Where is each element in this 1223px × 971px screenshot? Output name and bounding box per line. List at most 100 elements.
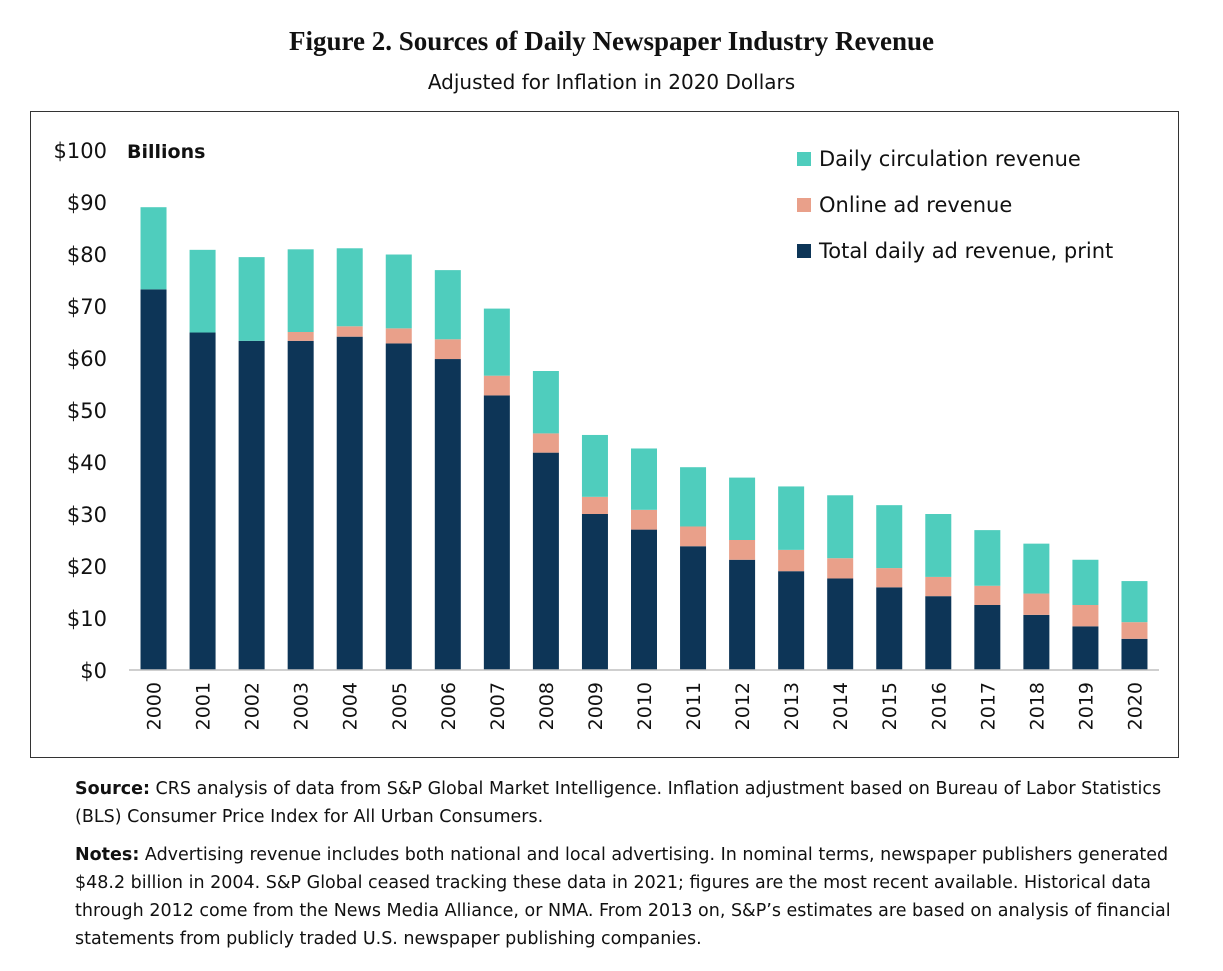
- y-tick-label: $0: [80, 659, 107, 683]
- x-tick-label: 2000: [144, 682, 166, 730]
- bar-segment-2002-series-2: [238, 257, 265, 341]
- bar-segment-2018-series-0: [1023, 614, 1050, 670]
- y-tick-label: $70: [67, 295, 107, 319]
- bar-segment-2020-series-1: [1121, 622, 1148, 639]
- bar-segment-2000-series-2: [140, 207, 167, 290]
- legend-label: Online ad revenue: [819, 193, 1012, 217]
- x-tick-label: 2014: [830, 682, 852, 730]
- x-tick-label: 2013: [781, 682, 803, 730]
- bar-segment-2019-series-1: [1072, 605, 1099, 627]
- bar-segment-2018-series-1: [1023, 593, 1050, 615]
- bar-segment-2011-series-2: [680, 467, 707, 527]
- x-tick-label: 2017: [977, 682, 999, 730]
- y-tick-label: $40: [67, 451, 107, 475]
- figure-title: Figure 2. Sources of Daily Newspaper Ind…: [288, 26, 934, 56]
- bar-segment-2006-series-2: [434, 270, 461, 340]
- x-tick-label: 2011: [683, 682, 705, 730]
- bar-segment-2009-series-1: [581, 496, 608, 514]
- y-tick-label: $60: [67, 347, 107, 371]
- bar-segment-2003-series-1: [287, 332, 314, 341]
- bar-segment-2016-series-2: [925, 514, 952, 577]
- bar-segment-2013-series-2: [778, 486, 805, 550]
- bar-segment-2006-series-1: [434, 339, 461, 360]
- bar-segment-2012-series-2: [729, 477, 756, 540]
- y-tick-label: $30: [67, 503, 107, 527]
- bar-segment-2006-series-0: [434, 359, 461, 670]
- x-tick-label: 2018: [1026, 682, 1048, 730]
- bar-segment-2008-series-0: [532, 452, 559, 670]
- notes-text: Advertising revenue includes both nation…: [75, 845, 1171, 949]
- x-tick-label: 2015: [879, 682, 901, 730]
- x-tick-label: 2004: [340, 682, 362, 730]
- notes-note: Notes: Advertising revenue includes both…: [75, 841, 1185, 953]
- bar-segment-2003-series-2: [287, 249, 314, 332]
- bar-segment-2018-series-2: [1023, 543, 1050, 594]
- bar-segment-2012-series-0: [729, 559, 756, 670]
- chart-frame: $0 $10 $20 $30 $40 $50 $60 $70 $80 $90 $100 Billion…: [30, 111, 1179, 758]
- bar-segment-2016-series-0: [925, 596, 952, 670]
- figure-subtitle: Adjusted for Inflation in 2020 Dollars: [427, 70, 796, 94]
- x-tick-label: 2005: [389, 682, 411, 730]
- bar-segment-2020-series-2: [1121, 581, 1148, 623]
- x-tick-label: 2007: [487, 682, 509, 730]
- y-tick-label: $20: [67, 555, 107, 579]
- bar-segment-2017-series-2: [974, 530, 1001, 586]
- bar-segment-2001-series-0: [189, 332, 216, 670]
- bar-segment-2020-series-0: [1121, 638, 1148, 670]
- x-tick-label: 2019: [1075, 682, 1097, 730]
- x-tick-label: 2012: [732, 682, 754, 730]
- bar-segment-2012-series-1: [729, 540, 756, 560]
- bar-segment-2003-series-0: [287, 340, 314, 670]
- bar-segment-2010-series-0: [631, 529, 657, 670]
- bar-chart: $0 $10 $20 $30 $40 $50 $60 $70 $80 $90 $100 Billion…: [54, 139, 1159, 730]
- x-tick-label: 2003: [291, 682, 313, 730]
- bar-segment-2004-series-2: [336, 248, 363, 327]
- x-tick-label: 2016: [928, 682, 950, 730]
- bar-segment-2002-series-0: [238, 340, 265, 670]
- bar-segment-2011-series-0: [680, 546, 707, 670]
- bar-segment-2014-series-0: [827, 578, 854, 670]
- bar-segment-2015-series-0: [876, 587, 903, 670]
- notes-label: Notes:: [75, 845, 140, 865]
- bar-segment-2007-series-1: [483, 375, 510, 396]
- y-tick-label: $10: [67, 607, 107, 631]
- bar-segment-2001-series-2: [189, 249, 216, 333]
- y-tick-label: $100: [54, 139, 107, 163]
- bar-segment-2015-series-2: [876, 505, 903, 569]
- bar-segment-2013-series-0: [778, 571, 805, 670]
- bar-segment-2010-series-1: [631, 509, 657, 530]
- source-label: Source:: [75, 779, 150, 799]
- bar-segment-2015-series-1: [876, 568, 903, 588]
- legend-swatch: [797, 198, 811, 212]
- bar-segment-2005-series-2: [385, 254, 412, 329]
- bar-segment-2008-series-2: [532, 371, 559, 434]
- y-tick-label: $80: [67, 243, 107, 267]
- bar-segment-2004-series-0: [336, 336, 363, 670]
- x-tick-label: 2006: [438, 682, 460, 730]
- bar-segment-2016-series-1: [925, 576, 952, 597]
- bar-segment-2014-series-2: [827, 495, 854, 559]
- bar-segment-2009-series-0: [581, 514, 608, 670]
- bar-segment-2011-series-1: [680, 526, 707, 547]
- bar-segment-2009-series-2: [581, 434, 608, 497]
- bar-segment-2005-series-0: [385, 343, 412, 670]
- legend-swatch: [797, 244, 811, 258]
- bar-segment-2019-series-0: [1072, 626, 1099, 670]
- bar-segment-2005-series-1: [385, 328, 412, 344]
- bar-segment-2017-series-1: [974, 585, 1001, 605]
- y-tick-label: $90: [67, 191, 107, 215]
- x-tick-label: 2010: [634, 682, 656, 730]
- bar-segment-2013-series-1: [778, 549, 805, 572]
- bar-segment-2004-series-1: [336, 326, 363, 337]
- bar-segment-2019-series-2: [1072, 559, 1099, 605]
- bar-segment-2010-series-2: [631, 448, 657, 510]
- legend-label: Total daily ad revenue, print: [818, 239, 1113, 263]
- source-note: Source: CRS analysis of data from S&P Gl…: [75, 775, 1185, 831]
- y-tick-label: $50: [67, 399, 107, 423]
- bar-segment-2017-series-0: [974, 605, 1001, 670]
- x-tick-label: 2009: [585, 682, 607, 730]
- legend-label: Daily circulation revenue: [819, 147, 1081, 171]
- bar-segment-2014-series-1: [827, 558, 854, 579]
- source-text: CRS analysis of data from S&P Global Mar…: [75, 779, 1162, 827]
- x-tick-label: 2001: [193, 682, 215, 730]
